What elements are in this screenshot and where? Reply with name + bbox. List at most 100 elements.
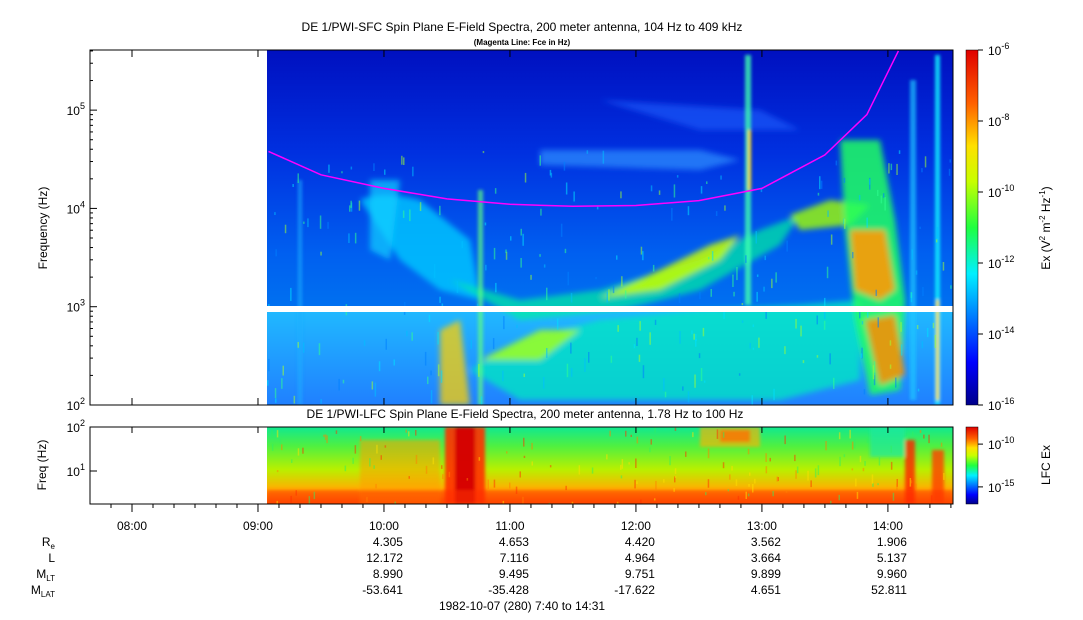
sfc-speckle-mark — [741, 303, 744, 306]
sfc-speckle-mark — [461, 241, 463, 249]
time-tick-label: 11:00 — [495, 519, 524, 533]
sfc-speckle-mark — [900, 322, 902, 332]
sfc-speckle-mark — [616, 255, 618, 260]
sfc-speckle-mark — [570, 292, 573, 303]
sfc-speckle-mark — [872, 365, 875, 380]
sfc-speckle — [267, 150, 952, 405]
sfc-speckle-mark — [267, 380, 269, 386]
sfc-speckle-mark — [540, 208, 542, 216]
ephemeris-value: 1.906 — [877, 535, 907, 549]
lfc-speckle-mark — [297, 448, 300, 456]
sfc-speckle-mark — [484, 222, 487, 226]
fce-line — [268, 50, 900, 208]
lfc-speckle-mark — [890, 461, 893, 470]
lfc-speckle-mark — [912, 431, 914, 436]
sfc-title: DE 1/PWI-SFC Spin Plane E-Field Spectra,… — [302, 20, 743, 34]
sfc-speckle-mark — [428, 314, 431, 323]
lfc-speckle-mark — [923, 434, 925, 439]
lfc-speckle-mark — [415, 430, 417, 436]
sfc-speckle-mark — [320, 251, 322, 256]
lfc-speckle-mark — [776, 476, 778, 482]
sfc-speckle-mark — [570, 368, 573, 377]
sfc-speckle-mark — [327, 221, 329, 229]
sfc-speckle-mark — [523, 373, 525, 377]
sfc-speckle-mark — [867, 311, 869, 318]
ephemeris-value: 9.495 — [499, 567, 529, 581]
lfc-speckle-mark — [853, 438, 856, 449]
sfc-speckle-mark — [860, 353, 863, 358]
sfc-frequency-gap — [267, 306, 953, 312]
lfc-speckle-mark — [663, 479, 665, 483]
sfc-speckle-mark — [884, 197, 886, 211]
sfc-speckle-mark — [824, 306, 826, 319]
sfc-speckle-mark — [708, 256, 710, 260]
lfc-speckle-mark — [731, 465, 733, 471]
lfc-speckle-mark — [625, 430, 627, 437]
sfc-speckle-mark — [274, 212, 276, 215]
sfc-frame — [89, 49, 954, 406]
sfc-speckle-mark — [926, 327, 929, 338]
sfc-speckle-mark — [307, 218, 309, 228]
sfc-speckle-mark — [755, 231, 757, 244]
lfc-y-tick-label: 102 — [67, 418, 85, 435]
sfc-speckle-mark — [636, 337, 638, 346]
sfc-speckle-mark — [833, 377, 835, 389]
lfc-speckle-mark — [674, 427, 677, 431]
sfc-speckle-mark — [539, 155, 541, 166]
sfc-speckle-mark — [354, 232, 357, 244]
sfc-speckle-mark — [621, 276, 623, 287]
lfc-speckle — [271, 427, 945, 504]
sfc-speckle-mark — [602, 150, 605, 164]
sfc-speckle-mark — [700, 368, 703, 381]
lfc-speckle-mark — [620, 475, 623, 479]
sfc-speckle-mark — [378, 361, 381, 372]
lfc-speckle-mark — [635, 458, 637, 468]
sfc-speckle-mark — [371, 381, 374, 390]
lfc-speckle-mark — [344, 465, 347, 472]
lfc-speckle-mark — [509, 482, 511, 489]
lfc-speckle-mark — [674, 476, 676, 483]
lfc-speckle-mark — [765, 453, 767, 462]
lfc-speckle-mark — [796, 466, 799, 474]
lfc-speckle-mark — [276, 470, 279, 473]
lfc-speckle-mark — [373, 465, 375, 469]
lfc-speckle-mark — [636, 481, 638, 485]
sfc-speckle-mark — [612, 285, 615, 294]
sfc-speckle-mark — [732, 274, 734, 287]
lfc-speckle-mark — [855, 478, 857, 487]
sfc-speckle-mark — [745, 255, 747, 263]
sfc-colorbar-tick-label: 10-16 — [988, 396, 1014, 413]
lfc-speckle-mark — [295, 490, 297, 496]
sfc-speckle-mark — [679, 331, 681, 344]
sfc-speckle-mark — [752, 324, 755, 328]
lfc-speckle-mark — [279, 436, 282, 444]
time-tick-label: 08:00 — [117, 519, 147, 533]
sfc-speckle-mark — [493, 247, 496, 260]
lfc-speckle-mark — [896, 483, 898, 491]
sfc-speckle-mark — [678, 293, 681, 303]
sfc-y-tick-label: 103 — [67, 298, 85, 315]
lfc-speckle-mark — [928, 434, 930, 444]
sfc-speckle-mark — [374, 382, 377, 397]
lfc-speckle-mark — [910, 480, 913, 484]
sfc-speckle-mark — [320, 399, 322, 404]
sfc-speckle-mark — [439, 296, 441, 303]
sfc-speckle-mark — [844, 218, 846, 229]
sfc-speckle-mark — [877, 317, 879, 328]
sfc-speckle-mark — [682, 386, 684, 391]
lfc-speckle-mark — [352, 457, 354, 464]
lfc-speckle-mark — [825, 441, 827, 451]
sfc-speckle-mark — [873, 361, 876, 376]
time-tick-label: 13:00 — [747, 519, 777, 533]
sfc-speckle-mark — [775, 272, 777, 283]
sfc-speckle-mark — [763, 286, 765, 292]
sfc-speckle-mark — [698, 353, 701, 359]
sfc-speckle-mark — [695, 338, 697, 342]
lfc-speckle-mark — [369, 458, 371, 467]
sfc-speckle-mark — [824, 297, 826, 309]
sfc-speckle-mark — [710, 289, 712, 297]
sfc-speckle-mark — [700, 186, 703, 194]
sfc-speckle-mark — [711, 251, 714, 261]
lfc-speckle-mark — [892, 492, 895, 501]
ephemeris-table: Re 4.305 4.653 4.420 3.562 1.906 L 12.172 7.116 4… — [31, 535, 907, 599]
